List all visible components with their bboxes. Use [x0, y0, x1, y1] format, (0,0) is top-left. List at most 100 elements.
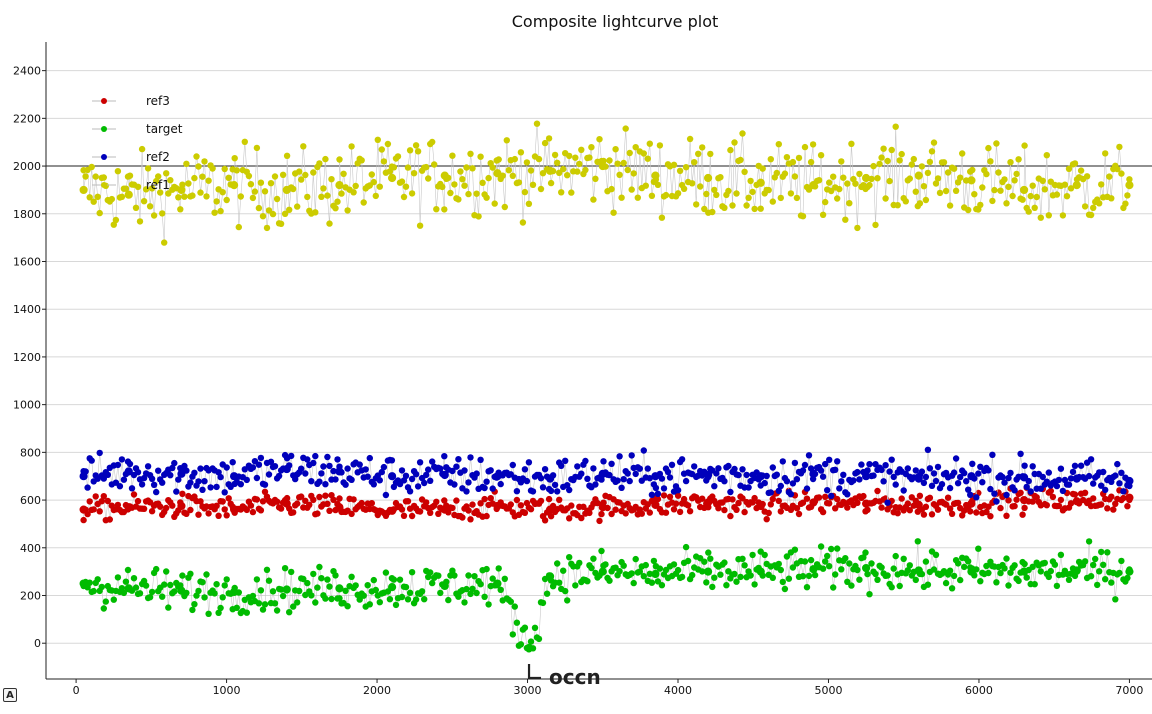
point-ref2 — [1090, 480, 1097, 487]
point-ref1 — [765, 186, 772, 194]
point-ref1 — [846, 200, 853, 207]
point-ref3 — [874, 487, 881, 495]
point-target — [100, 605, 108, 612]
point-target — [412, 596, 420, 603]
point-target — [811, 571, 819, 579]
point-target — [98, 583, 106, 591]
point-ref3 — [148, 508, 156, 515]
point-ref1 — [614, 160, 621, 167]
point-ref3 — [169, 502, 176, 509]
point-ref1 — [624, 166, 631, 174]
point-ref3 — [481, 495, 488, 503]
point-ref2 — [378, 468, 385, 476]
point-ref3 — [130, 491, 138, 498]
point-target — [437, 589, 444, 597]
point-ref2 — [626, 477, 633, 485]
point-ref1 — [727, 146, 734, 154]
point-ref2 — [668, 461, 676, 468]
legend-item-ref3: ref3 — [92, 94, 170, 108]
point-ref2 — [882, 462, 889, 469]
point-ref2 — [148, 475, 156, 482]
point-ref1 — [896, 157, 903, 164]
point-ref2 — [803, 485, 811, 492]
point-ref1 — [866, 181, 873, 189]
point-ref1 — [155, 173, 162, 180]
corner-badge[interactable]: A — [3, 688, 17, 702]
point-ref3 — [934, 506, 942, 513]
point-ref2 — [967, 491, 974, 498]
point-ref1 — [634, 194, 641, 201]
point-target — [461, 599, 468, 606]
point-ref1 — [1081, 203, 1089, 210]
point-ref1 — [441, 206, 448, 213]
point-ref2 — [965, 486, 972, 493]
point-target — [824, 552, 831, 560]
point-ref2 — [310, 459, 317, 467]
point-ref2 — [930, 470, 938, 477]
point-ref2 — [624, 470, 631, 477]
point-ref1 — [993, 140, 1000, 147]
point-target — [148, 588, 156, 596]
point-ref1 — [374, 136, 381, 143]
point-ref3 — [815, 494, 823, 501]
point-target — [223, 576, 230, 583]
point-target — [495, 565, 502, 572]
point-ref1 — [717, 174, 724, 181]
point-ref3 — [920, 511, 928, 518]
point-ref1 — [709, 208, 716, 216]
point-ref1 — [1077, 167, 1085, 174]
point-ref2 — [497, 480, 504, 488]
point-ref2 — [628, 452, 635, 459]
point-ref1 — [1007, 159, 1014, 166]
point-target — [785, 575, 793, 582]
data-point-ref1 — [335, 181, 344, 190]
point-target — [463, 585, 470, 593]
point-ref1 — [253, 144, 261, 152]
point-ref1 — [707, 150, 714, 158]
point-ref1 — [971, 191, 978, 198]
point-ref2 — [265, 471, 273, 478]
point-target — [922, 558, 930, 565]
point-target — [213, 581, 220, 588]
point-ref2 — [249, 464, 257, 471]
point-ref3 — [1108, 493, 1115, 500]
point-ref2 — [380, 463, 388, 471]
point-ref2 — [312, 452, 319, 460]
point-ref3 — [179, 490, 186, 497]
point-target — [554, 560, 561, 567]
point-ref2 — [582, 457, 589, 465]
point-target — [1090, 561, 1097, 569]
point-ref3 — [973, 509, 980, 516]
point-ref1 — [344, 207, 351, 214]
point-ref3 — [987, 513, 994, 520]
point-ref3 — [277, 505, 285, 512]
point-ref1 — [640, 150, 647, 157]
point-ref1 — [1114, 165, 1121, 173]
point-target — [775, 560, 782, 568]
point-ref3 — [775, 497, 782, 505]
point-ref2 — [150, 481, 158, 488]
point-target — [950, 572, 958, 580]
point-ref3 — [195, 511, 202, 518]
data-point-ref1 — [440, 171, 449, 180]
point-target — [288, 568, 295, 576]
point-ref1 — [1063, 193, 1071, 200]
point-target — [761, 551, 768, 559]
series-target — [79, 538, 1134, 653]
point-target — [485, 601, 492, 608]
point-ref3 — [948, 510, 956, 517]
point-ref1 — [1009, 192, 1016, 200]
point-ref2 — [763, 472, 770, 480]
point-ref1 — [787, 190, 795, 197]
point-ref1 — [680, 185, 688, 192]
point-ref3 — [400, 512, 408, 519]
point-target — [640, 573, 647, 580]
point-ref3 — [580, 503, 587, 510]
point-ref3 — [477, 500, 484, 507]
point-ref2 — [850, 477, 857, 484]
point-target — [838, 566, 845, 573]
point-target — [294, 599, 301, 606]
point-ref2 — [636, 465, 643, 472]
point-ref1 — [322, 155, 329, 163]
point-ref1 — [203, 193, 210, 200]
